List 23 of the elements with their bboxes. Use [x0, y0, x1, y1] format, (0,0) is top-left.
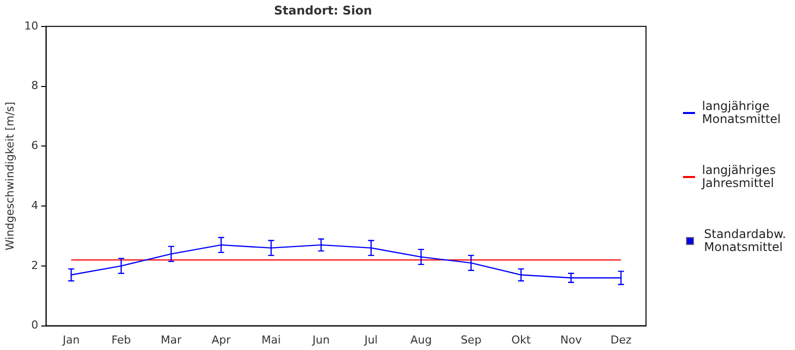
y-axis-title: Windgeschwindigkeit [m/s] — [3, 102, 16, 250]
x-tick-label: Jul — [363, 333, 378, 346]
x-tick-label: Mai — [261, 333, 281, 346]
x-tick-label: Mar — [160, 333, 182, 346]
x-tick-label: Nov — [560, 333, 582, 346]
y-tick-label: 10 — [24, 19, 38, 32]
x-tick-label: Aug — [410, 333, 432, 346]
y-tick-label: 4 — [31, 198, 38, 212]
x-tick-label: Sep — [460, 333, 482, 346]
chart-title: Standort: Sion — [274, 3, 372, 18]
x-tick-label: Okt — [511, 333, 532, 346]
legend-label: langjährige Monatsmittel — [702, 99, 782, 126]
x-tick-label: Feb — [111, 333, 131, 346]
y-tick-label: 2 — [31, 258, 38, 272]
x-tick-label: Apr — [212, 333, 232, 346]
x-tick-label: Jun — [312, 333, 330, 346]
y-tick-label: 6 — [31, 139, 38, 152]
y-tick-label: 8 — [31, 79, 38, 92]
text: Standardabw. Monatsmittel — [704, 227, 788, 254]
x-tick-label: Dez — [610, 333, 632, 346]
x-tick-label: Jan — [62, 333, 80, 346]
legend-label: langjähriges Jahresmittel — [702, 163, 777, 190]
y-tick-label: 0 — [31, 318, 38, 332]
